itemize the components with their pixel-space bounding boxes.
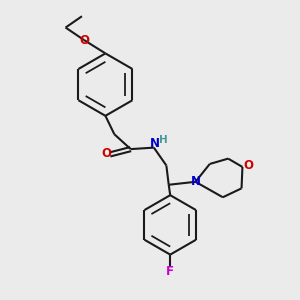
Text: O: O <box>243 159 254 172</box>
Text: N: N <box>150 137 160 150</box>
Text: F: F <box>166 266 174 278</box>
Text: O: O <box>101 147 111 161</box>
Text: N: N <box>191 175 201 188</box>
Text: H: H <box>159 135 168 145</box>
Text: O: O <box>79 34 89 46</box>
